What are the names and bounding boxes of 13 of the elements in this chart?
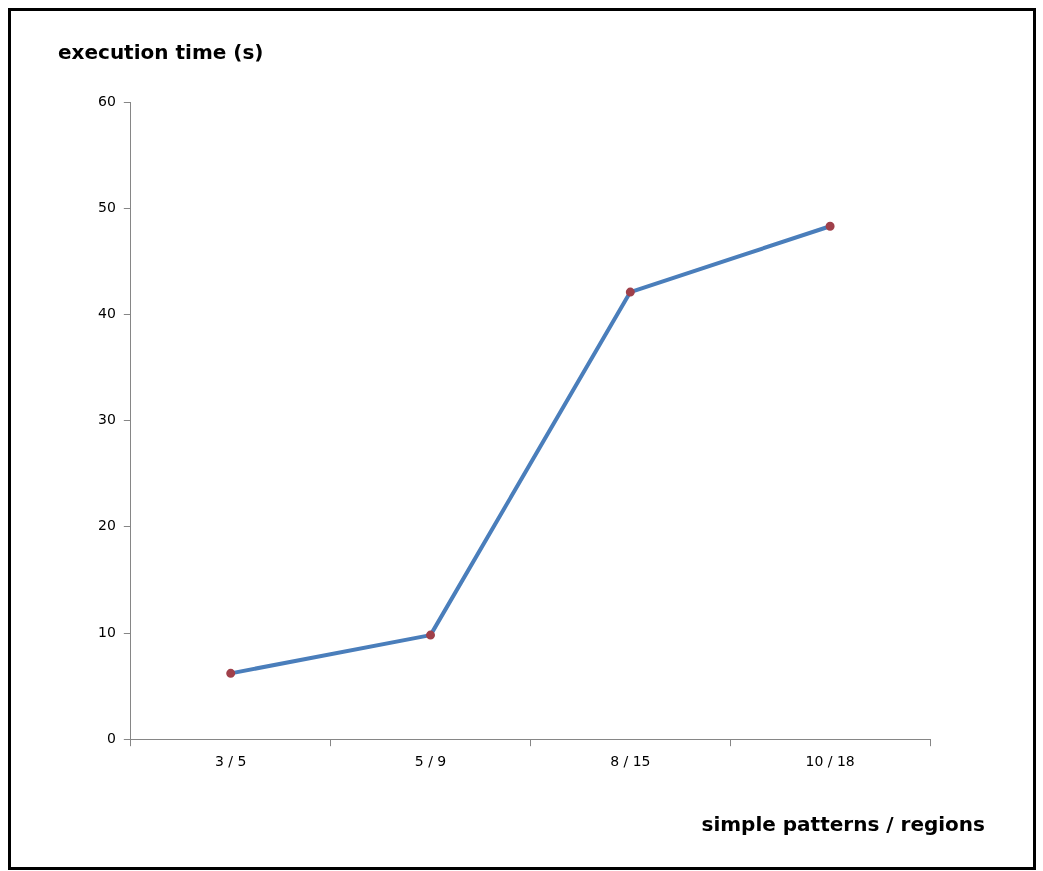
y-tick-label: 60 xyxy=(97,92,116,109)
x-tick-label: 8 / 15 xyxy=(610,753,651,770)
x-tick-label: 5 / 9 xyxy=(414,753,447,770)
y-tick-label: 20 xyxy=(97,517,116,534)
x-tick-label: 10 / 18 xyxy=(805,753,855,770)
y-tick-label: 50 xyxy=(97,198,116,215)
x-axis-title: simple patterns / regions xyxy=(701,812,985,836)
y-tick-label: 10 xyxy=(97,623,116,640)
x-tick-label: 3 / 5 xyxy=(214,753,247,770)
y-axis-title: execution time (s) xyxy=(58,40,264,64)
y-tick-label: 0 xyxy=(106,729,116,746)
y-tick-label: 30 xyxy=(97,411,116,428)
y-tick-label: 40 xyxy=(97,305,116,322)
